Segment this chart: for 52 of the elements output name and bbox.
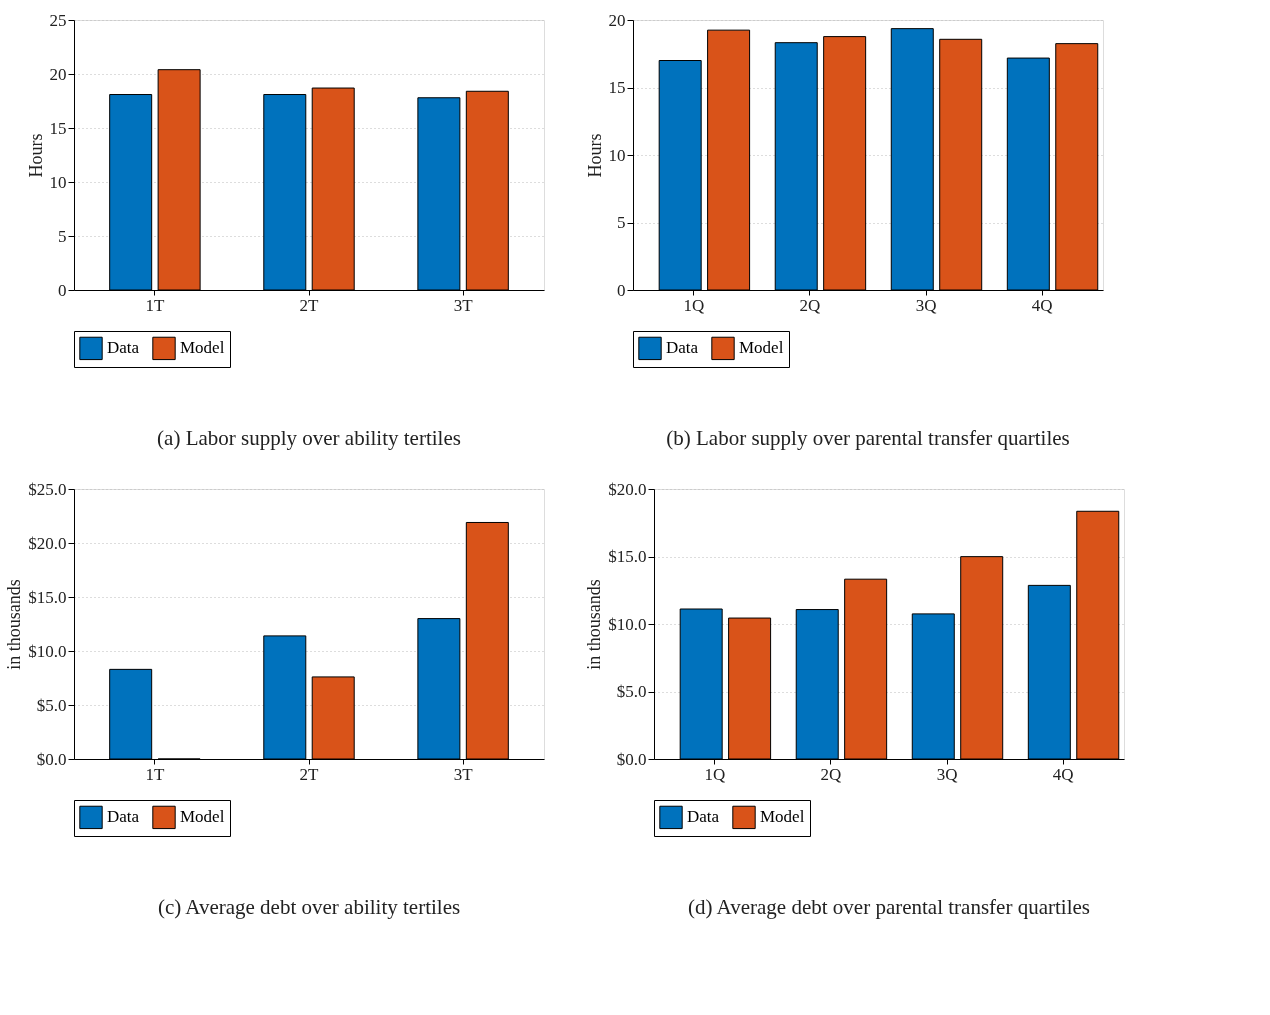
text: (a) Labor supply over ability tertiles (157, 425, 461, 450)
x-tick-label: 3Q (915, 295, 937, 315)
x-tick-label: 1T (145, 764, 165, 784)
y-tick-label: $20.0 (608, 479, 647, 499)
y-tick-label: 20 (49, 64, 67, 84)
y-tick-label: $5.0 (36, 695, 67, 715)
y-tick-label: 10 (608, 145, 626, 165)
text: (c) Average debt over ability tertiles (157, 894, 461, 919)
x-tick-label: 4Q (1052, 764, 1074, 784)
y-tick-label: 25 (49, 10, 67, 30)
y-tick-label: 5 (617, 213, 626, 232)
y-tick-label: 0 (58, 280, 67, 300)
y-tick-label: $0.0 (616, 749, 647, 769)
y-tick-label: $10.0 (28, 641, 67, 661)
legend-label: Model (180, 338, 225, 358)
y-tick-label: $25.0 (28, 479, 67, 499)
x-tick-label: 2Q (820, 764, 842, 784)
y-tick-label: 15 (49, 118, 67, 138)
y-tick-label: $10.0 (608, 614, 647, 634)
y-axis-title: Hours (25, 133, 46, 178)
y-axis-title: Hours (584, 133, 605, 178)
text: (b) Labor supply over parental transfer quartiles (666, 425, 1070, 450)
text: (d) Average debt over parental transfer quartiles (688, 894, 1090, 919)
x-tick-label: 3Q (936, 764, 958, 784)
y-tick-label: $0.0 (36, 749, 67, 769)
x-tick-label: 1Q (683, 295, 705, 315)
y-tick-label: 20 (608, 10, 626, 30)
y-tick-label: $15.0 (28, 587, 67, 607)
legend-label: Data (107, 338, 140, 358)
x-tick-label: 1Q (704, 764, 726, 784)
y-axis-title: in thousands (584, 579, 605, 670)
legend-label: Data (687, 807, 720, 827)
y-tick-label: 0 (617, 280, 626, 300)
x-tick-label: 4Q (1031, 295, 1053, 315)
legend-label: Model (180, 807, 225, 827)
x-tick-label: 3T (453, 764, 474, 784)
x-tick-label: 3T (453, 295, 474, 315)
x-tick-label: 2Q (799, 295, 821, 315)
legend-label: Data (107, 807, 140, 827)
y-tick-label: $5.0 (616, 682, 647, 701)
x-tick-label: 2T (299, 764, 320, 784)
x-tick-label: 2T (299, 295, 320, 315)
y-tick-label: $20.0 (28, 533, 67, 553)
legend-label: Model (760, 807, 805, 827)
y-tick-label: 10 (49, 172, 67, 192)
x-tick-label: 1T (145, 295, 165, 315)
y-tick-label: 5 (58, 226, 67, 246)
y-tick-label: $15.0 (608, 547, 647, 566)
y-axis-title: in thousands (4, 579, 25, 670)
legend-label: Data (666, 338, 699, 358)
legend-label: Model (739, 338, 784, 358)
y-tick-label: 15 (608, 78, 626, 97)
